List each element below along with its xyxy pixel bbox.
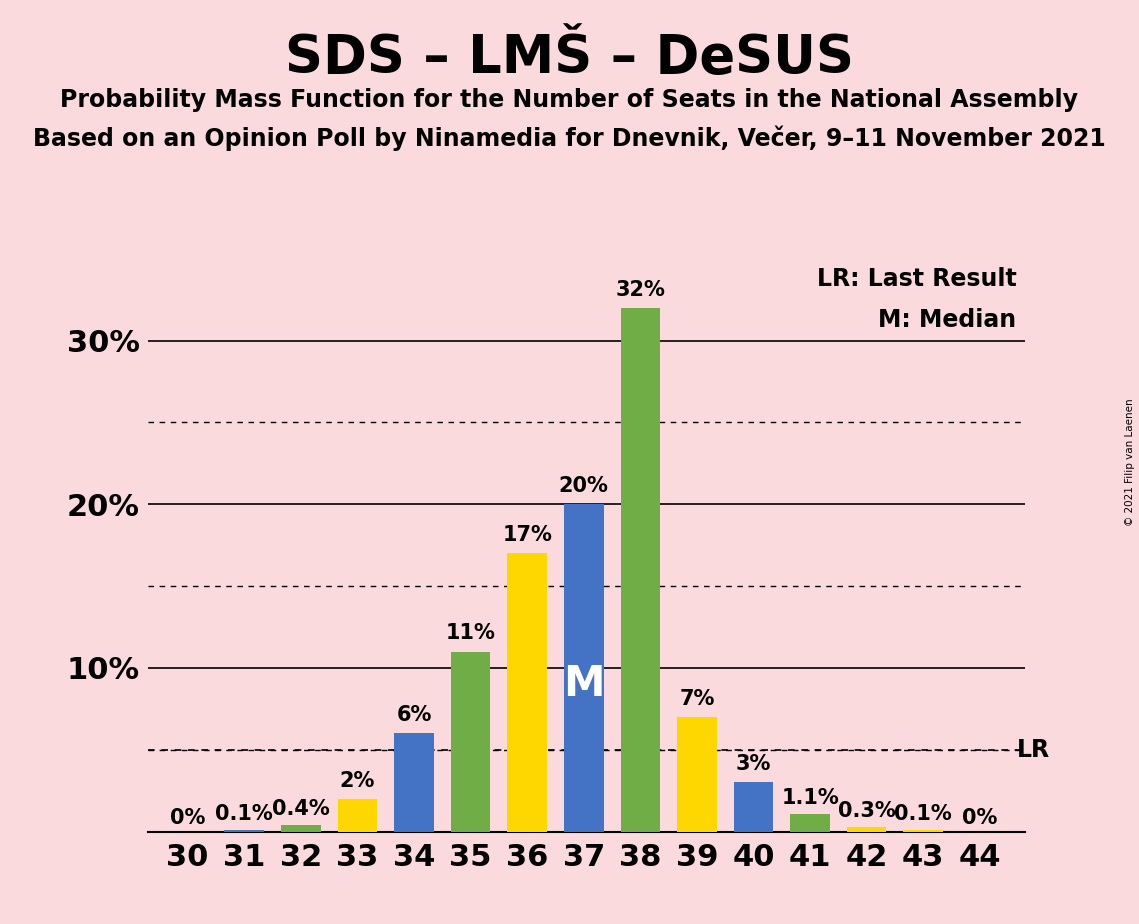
Bar — [734, 783, 773, 832]
Text: 6%: 6% — [396, 705, 432, 725]
Text: 11%: 11% — [445, 624, 495, 643]
Text: 0.1%: 0.1% — [215, 804, 273, 824]
Text: LR: LR — [1017, 737, 1050, 761]
Text: 0%: 0% — [170, 808, 205, 828]
Text: 7%: 7% — [679, 688, 714, 709]
Text: 2%: 2% — [339, 771, 375, 791]
Text: SDS – LMŠ – DeSUS: SDS – LMŠ – DeSUS — [285, 32, 854, 84]
Bar — [847, 827, 886, 832]
Bar — [451, 651, 491, 832]
Text: 0%: 0% — [962, 808, 998, 828]
Bar — [394, 734, 434, 832]
Bar — [224, 830, 264, 832]
Bar — [564, 505, 604, 832]
Text: M: Median: M: Median — [878, 308, 1017, 332]
Bar — [507, 553, 547, 832]
Text: 0.3%: 0.3% — [838, 801, 895, 821]
Text: 20%: 20% — [559, 476, 608, 496]
Bar — [621, 308, 661, 832]
Bar — [790, 814, 830, 832]
Text: 0.1%: 0.1% — [894, 804, 952, 824]
Bar — [903, 830, 943, 832]
Text: 0.4%: 0.4% — [272, 799, 329, 820]
Text: © 2021 Filip van Laenen: © 2021 Filip van Laenen — [1125, 398, 1134, 526]
Text: 3%: 3% — [736, 754, 771, 774]
Text: LR: Last Result: LR: Last Result — [817, 267, 1017, 291]
Text: 1.1%: 1.1% — [781, 788, 839, 808]
Bar — [281, 825, 321, 832]
Text: Probability Mass Function for the Number of Seats in the National Assembly: Probability Mass Function for the Number… — [60, 88, 1079, 112]
Text: M: M — [563, 663, 605, 705]
Bar — [677, 717, 716, 832]
Text: Based on an Opinion Poll by Ninamedia for Dnevnik, Večer, 9–11 November 2021: Based on an Opinion Poll by Ninamedia fo… — [33, 126, 1106, 152]
Bar — [337, 799, 377, 832]
Text: 32%: 32% — [615, 280, 665, 299]
Text: 17%: 17% — [502, 525, 552, 545]
